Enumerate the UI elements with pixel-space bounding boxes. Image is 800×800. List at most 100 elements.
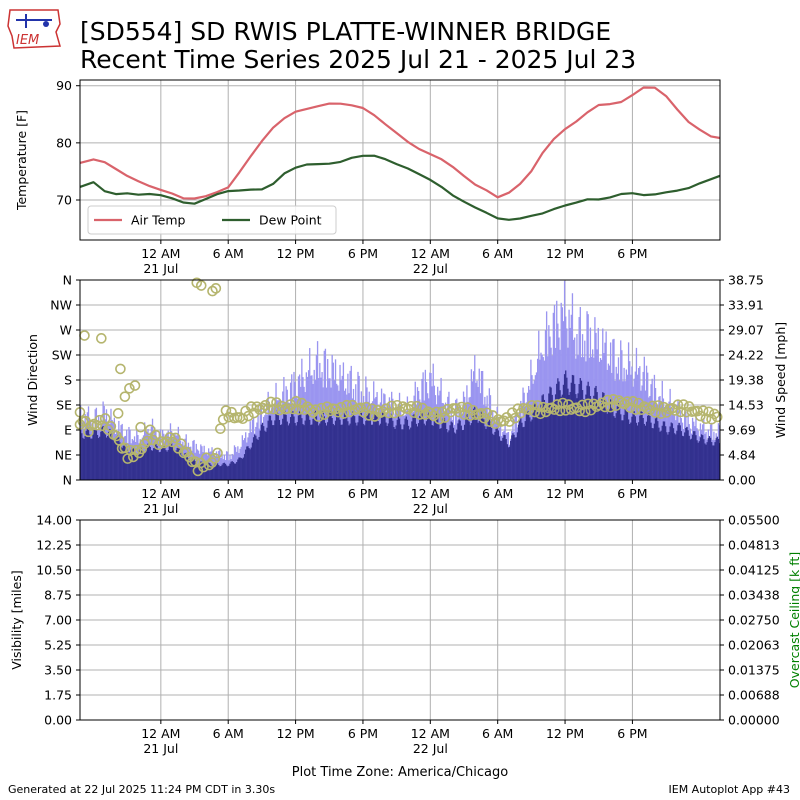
wind-speed-bar: [112, 440, 114, 480]
wind-speed-bar: [568, 394, 570, 480]
wind-speed-bar: [581, 390, 584, 480]
wind-speed-bar: [119, 442, 121, 480]
wind-speed-bar: [715, 438, 717, 480]
wind-speed-bar: [657, 421, 659, 480]
wind-speed-bar: [487, 421, 489, 480]
wind-speed-bar: [477, 422, 479, 480]
wind-direction-point: [135, 421, 146, 433]
wind-speed-bar: [191, 459, 193, 480]
wind-speed-bar: [499, 440, 502, 480]
wind-speed-bar: [122, 445, 124, 480]
legend: Air Temp Dew Point: [87, 205, 337, 235]
wind-speed-bar: [371, 424, 374, 480]
wind-speed-bar: [263, 426, 265, 480]
wind-direction-point: [602, 394, 614, 406]
y-tick-label-left: 7.00: [44, 613, 72, 628]
wind-speed-bar: [277, 413, 279, 480]
wind-speed-bar: [214, 463, 217, 480]
wind-speed-bar: [342, 419, 345, 480]
app-label: IEM Autoplot App #43: [668, 783, 791, 796]
wind-gust-bar: [560, 302, 562, 480]
wind-speed-bar: [375, 410, 377, 480]
wind-direction-point: [207, 285, 218, 297]
wind-speed-bar: [607, 410, 610, 480]
wind-speed-bar: [300, 412, 302, 480]
wind-speed-bar: [144, 452, 146, 480]
wind-speed-bar: [206, 463, 209, 480]
y-tick-label-left: N: [63, 473, 72, 488]
wind-speed-bar: [229, 463, 231, 480]
y-tick-label-left: W: [60, 323, 72, 338]
wind-speed-bar: [602, 392, 604, 480]
wind-speed-bar: [378, 425, 380, 480]
wind-speed-bar: [245, 449, 247, 480]
wind-speed-bar: [643, 423, 645, 480]
x-tick-date-label: 22 Jul: [413, 261, 448, 276]
wind-speed-bar: [142, 452, 145, 480]
wind-speed-bar: [249, 449, 251, 480]
air-temp-line: [79, 86, 721, 200]
wind-gust-bar: [227, 451, 229, 480]
wind-speed-bar: [545, 409, 548, 480]
wind-speed-bar: [481, 412, 484, 480]
wind-speed-bar: [478, 420, 480, 480]
wind-speed-bar: [292, 411, 294, 480]
wind-speed-bar: [370, 424, 373, 480]
wind-speed-bar: [100, 431, 102, 480]
wind-speed-bar: [150, 450, 153, 480]
wind-speed-bar: [466, 414, 468, 480]
wind-speed-bar: [519, 418, 521, 480]
wind-speed-bar: [447, 432, 449, 480]
wind-speed-bar: [95, 430, 98, 480]
wind-speed-bar: [400, 424, 402, 480]
wind-speed-bar: [450, 421, 452, 480]
wind-speed-bar: [330, 412, 332, 480]
wind-speed-bar: [510, 440, 512, 480]
wind-speed-bar: [558, 381, 560, 480]
wind-speed-bar: [638, 422, 640, 480]
wind-speed-bar: [306, 410, 309, 480]
wind-gust-bar: [424, 369, 427, 480]
wind-direction-point: [119, 442, 131, 454]
wind-gust-bar: [553, 304, 556, 480]
wind-speed-bar: [425, 421, 428, 480]
wind-speed-bar: [712, 445, 714, 480]
legend-box: [87, 205, 337, 235]
wind-speed-bar: [533, 404, 535, 480]
wind-speed-bar: [351, 411, 354, 480]
wind-speed-bar: [307, 413, 310, 480]
wind-speed-bar: [615, 413, 617, 480]
wind-speed-bar: [572, 375, 575, 480]
x-tick-label: 12 AM: [141, 726, 180, 741]
wind-speed-bar: [616, 406, 619, 480]
wind-speed-bar: [658, 427, 660, 480]
wind-speed-bar: [702, 435, 704, 480]
wind-speed-bar: [629, 424, 631, 480]
wind-speed-bar: [406, 419, 409, 480]
wind-speed-bar: [476, 418, 478, 480]
wind-speed-bar: [364, 425, 366, 480]
wind-direction-point: [209, 452, 221, 464]
wind-speed-bar: [523, 426, 525, 480]
x-tick-label: 6 AM: [482, 246, 513, 261]
wind-direction-point: [549, 404, 560, 415]
wind-speed-bar: [302, 424, 304, 480]
wind-speed-bar: [435, 413, 438, 480]
wind-speed-bar: [286, 421, 288, 480]
wind-speed-bar: [453, 432, 456, 480]
wind-speed-bar: [420, 411, 422, 480]
wind-gust-bar: [219, 449, 221, 480]
wind-speed-bar: [258, 436, 260, 480]
wind-direction-point: [203, 459, 215, 471]
wind-direction-point: [265, 396, 277, 408]
wind-speed-bar: [423, 423, 425, 480]
wind-speed-bar: [472, 408, 475, 480]
wind-speed-bar: [659, 431, 661, 480]
wind-speed-bar: [498, 436, 501, 480]
y-tick-label-left: E: [64, 423, 72, 438]
wind-speed-bar: [511, 435, 513, 480]
wind-speed-bar: [358, 415, 360, 480]
wind-speed-bar: [413, 413, 415, 480]
wind-speed-bar: [661, 425, 663, 480]
wind-speed-bar: [353, 416, 356, 480]
